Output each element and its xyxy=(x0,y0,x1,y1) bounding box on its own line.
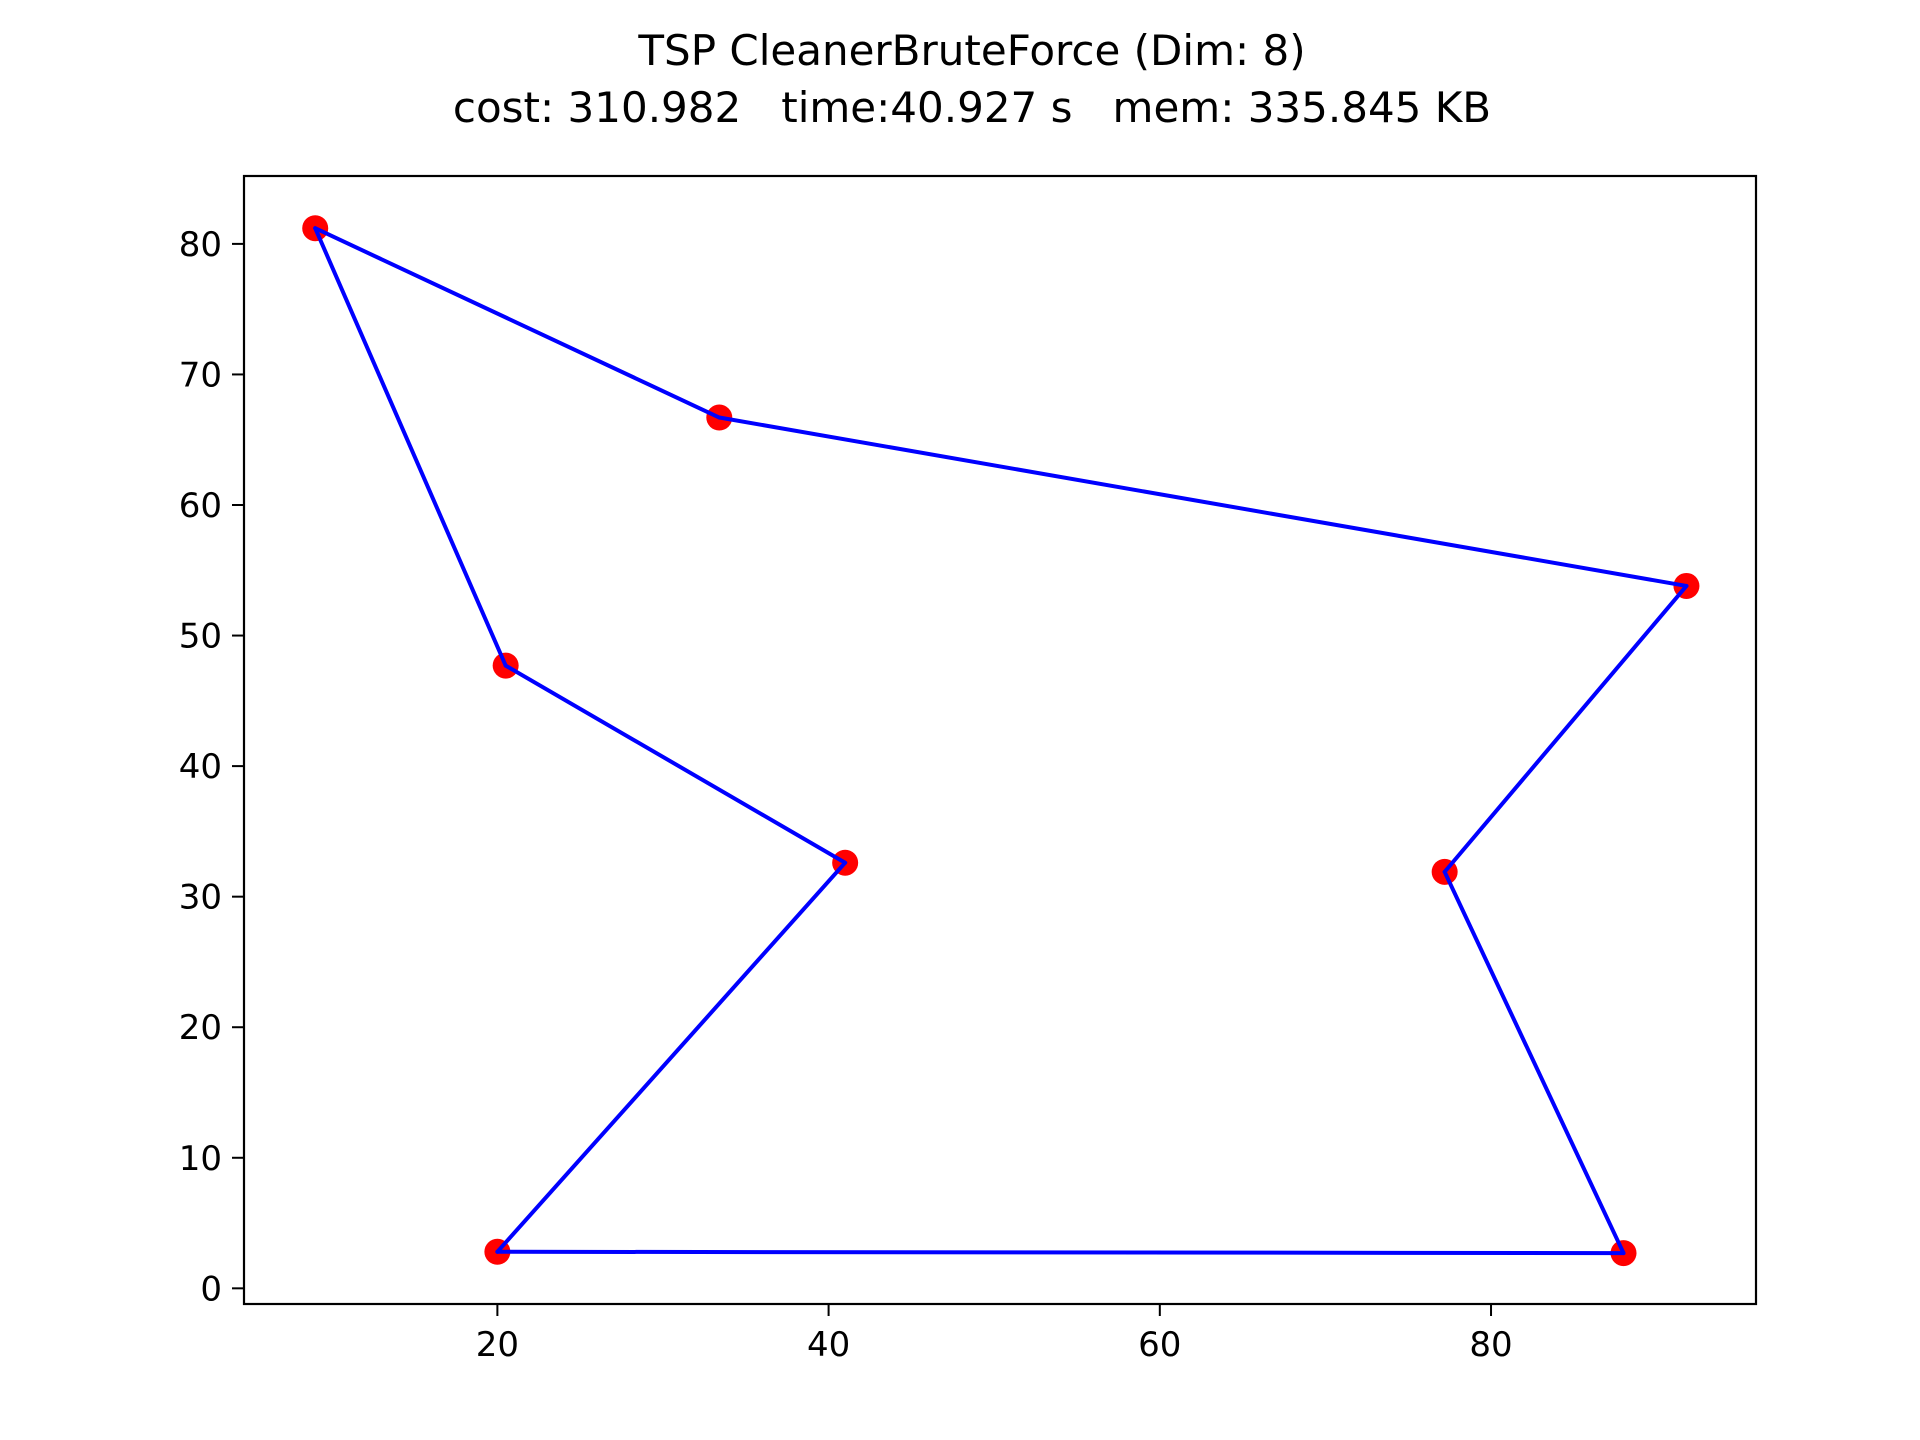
y-tick-label: 40 xyxy=(179,747,222,787)
tour-segment xyxy=(503,663,848,865)
y-tick-label: 0 xyxy=(200,1269,222,1309)
axis-ticks: 20 40 60 80 0 10 20 30 40 50 60 70 80 xyxy=(179,225,1513,1365)
y-tick-label: 30 xyxy=(179,878,222,918)
tour-segment xyxy=(495,1249,1626,1256)
y-tick-label: 60 xyxy=(179,486,222,526)
x-tick-label: 60 xyxy=(1138,1325,1181,1365)
tour-segment xyxy=(717,415,1689,588)
y-tick-label: 70 xyxy=(179,355,222,395)
plot-frame xyxy=(242,174,1758,1306)
chart-title: TSP CleanerBruteForce (Dim: 8) xyxy=(637,26,1305,75)
x-tick-label: 20 xyxy=(476,1325,519,1365)
x-tick-label: 40 xyxy=(807,1325,850,1365)
city-points-layer xyxy=(302,215,1700,1267)
tour-segment xyxy=(495,860,848,1254)
chart-subtitle: cost: 310.982 time:40.927 s mem: 335.845… xyxy=(453,83,1491,132)
y-tick-label: 10 xyxy=(179,1139,222,1179)
tour-segment xyxy=(313,226,508,668)
axes xyxy=(242,174,1758,1306)
tour-line-layer xyxy=(313,226,1689,1256)
y-tick-label: 80 xyxy=(179,225,222,265)
y-tick-label: 20 xyxy=(179,1008,222,1048)
tour-segment xyxy=(313,226,722,420)
y-tick-label: 50 xyxy=(179,617,222,657)
tour-segment xyxy=(1442,869,1626,1256)
x-tick-label: 80 xyxy=(1469,1325,1512,1365)
tour-segment xyxy=(1442,583,1689,874)
